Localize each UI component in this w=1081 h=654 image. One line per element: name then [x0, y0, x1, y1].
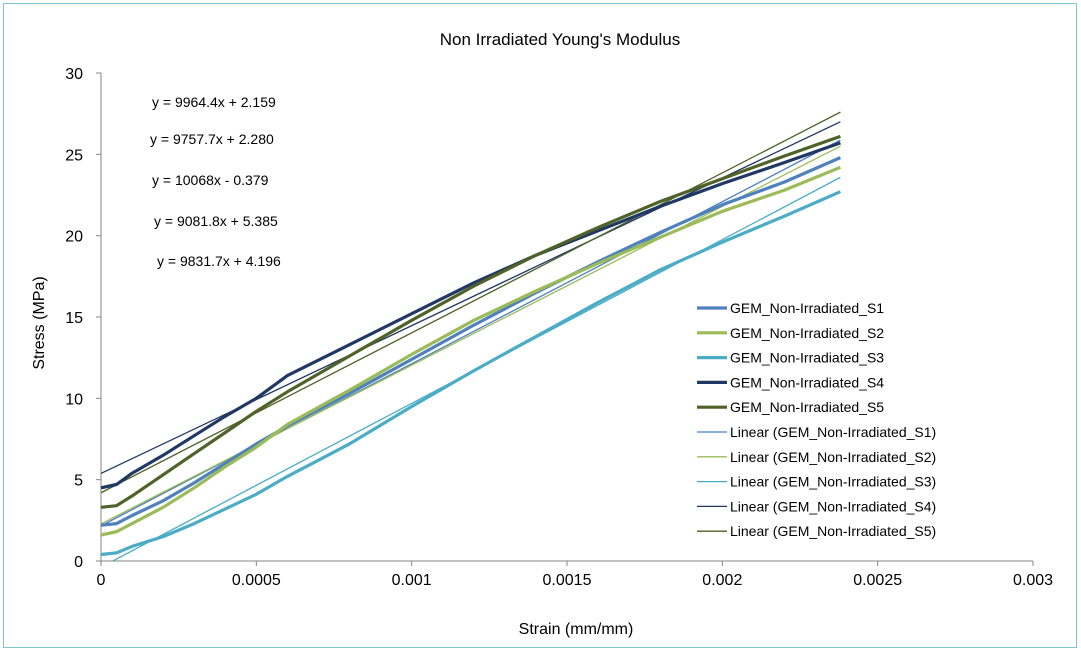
legend-label-4: GEM_Non-Irradiated_S4 [730, 374, 884, 390]
data-series [100, 134, 842, 557]
y-tick-label: 5 [74, 473, 83, 490]
trendline-equations: y = 9964.4x + 2.159 y = 9757.7x + 2.280 y … [150, 94, 281, 269]
y-tick-label: 10 [65, 391, 83, 408]
trendline-equation: y = 9081.8x + 5.385 [154, 213, 278, 229]
y-tick-label: 25 [65, 147, 83, 164]
legend-label-6: Linear (GEM_Non-Irradiated_S1) [730, 424, 936, 440]
series-line-5 [100, 134, 841, 509]
legend-label-5: GEM_Non-Irradiated_S5 [730, 399, 884, 415]
trendline-equation: y = 9831.7x + 4.196 [157, 253, 281, 269]
legend-label-10: Linear (GEM_Non-Irradiated_S5) [730, 523, 936, 539]
trendline-equation: y = 10068x - 0.379 [152, 172, 269, 188]
chart-frame: Non Irradiated Young's Modulus Strain (m… [3, 3, 1077, 648]
legend-label-3: GEM_Non-Irradiated_S3 [730, 350, 884, 366]
axes: 0 0.0005 0.001 0.0015 0.002 0.0025 0.003 0 5 10 15… [65, 66, 1053, 589]
x-axis-label: Strain (mm/mm) [519, 621, 634, 638]
series-line-4 [100, 141, 841, 490]
legend-label-1: GEM_Non-Irradiated_S1 [730, 300, 884, 316]
x-tick-label: 0 [97, 572, 106, 589]
series-line-2 [100, 165, 842, 537]
series-line-1 [100, 156, 842, 527]
trendline-2 [100, 145, 841, 525]
y-axis-label: Stress (MPa) [31, 276, 48, 369]
legend: GEM_Non-Irradiated_S1 GEM_Non-Irradiated_… [697, 300, 936, 539]
legend-label-8: Linear (GEM_Non-Irradiated_S3) [730, 474, 936, 490]
trendline-5 [100, 111, 841, 494]
legend-label-7: Linear (GEM_Non-Irradiated_S2) [730, 449, 936, 465]
y-tick-label: 20 [65, 229, 83, 246]
y-tick-label: 30 [65, 66, 83, 83]
trendline-equation: y = 9964.4x + 2.159 [152, 94, 276, 110]
legend-label-2: GEM_Non-Irradiated_S2 [730, 325, 884, 341]
legend-label-9: Linear (GEM_Non-Irradiated_S4) [730, 498, 936, 514]
x-tick-label: 0.0015 [543, 572, 592, 589]
x-tick-label: 0.003 [1013, 572, 1053, 589]
series-line-3 [100, 190, 842, 557]
y-tick-label: 0 [74, 554, 83, 571]
x-tick-label: 0.0025 [853, 572, 902, 589]
trendline-equation: y = 9757.7x + 2.280 [150, 131, 274, 147]
chart-svg: Non Irradiated Young's Modulus Strain (m… [31, 30, 1053, 638]
x-tick-label: 0.0005 [232, 572, 281, 589]
chart-title: Non Irradiated Young's Modulus [440, 30, 680, 49]
x-tick-label: 0.001 [392, 572, 432, 589]
x-tick-label: 0.002 [702, 572, 742, 589]
y-tick-label: 15 [65, 310, 83, 327]
